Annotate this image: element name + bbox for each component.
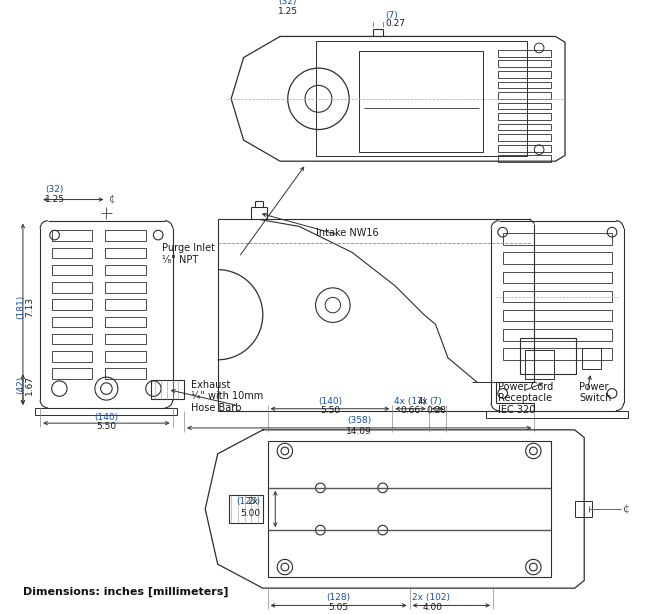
Text: Switch: Switch — [580, 393, 612, 403]
Text: 2x: 2x — [247, 497, 258, 506]
Bar — [503, 290, 612, 302]
Bar — [498, 124, 551, 131]
Bar — [498, 92, 551, 99]
Text: 4x: 4x — [417, 397, 428, 406]
Bar — [105, 265, 145, 275]
Bar — [574, 501, 592, 516]
Text: (127): (127) — [236, 497, 260, 506]
Bar — [498, 155, 551, 162]
Text: (358): (358) — [347, 416, 371, 425]
Text: (32): (32) — [45, 185, 63, 195]
Text: 2x (102): 2x (102) — [411, 593, 449, 602]
Bar — [52, 265, 92, 275]
Bar — [52, 230, 92, 241]
Text: 0.66: 0.66 — [400, 406, 420, 415]
Text: 4.00: 4.00 — [423, 603, 443, 612]
Bar — [503, 329, 612, 341]
Text: 4x (17): 4x (17) — [394, 397, 426, 406]
Bar — [503, 233, 612, 244]
Bar — [498, 134, 551, 141]
Bar — [498, 71, 551, 78]
Text: Power: Power — [580, 382, 609, 392]
Bar — [229, 495, 263, 523]
Bar — [105, 230, 145, 241]
Bar — [503, 348, 612, 360]
Text: Intake NW16: Intake NW16 — [316, 228, 378, 238]
Bar — [498, 60, 551, 67]
Text: (32): (32) — [278, 0, 297, 6]
Text: Dimensions: inches [millimeters]: Dimensions: inches [millimeters] — [23, 586, 228, 597]
Text: 0.28: 0.28 — [427, 406, 447, 415]
Bar — [52, 247, 92, 258]
Text: 1.67: 1.67 — [26, 375, 34, 395]
Text: ¹⁄₄" with 10mm: ¹⁄₄" with 10mm — [191, 391, 263, 402]
Text: (181): (181) — [16, 295, 25, 319]
Bar — [52, 300, 92, 310]
Text: Hose Barb: Hose Barb — [191, 403, 241, 413]
Text: (140): (140) — [318, 397, 342, 406]
Bar — [105, 300, 145, 310]
Text: Exhaust: Exhaust — [191, 379, 230, 390]
Bar — [52, 334, 92, 344]
Bar — [503, 271, 612, 283]
Text: 5.50: 5.50 — [320, 406, 340, 415]
Text: (7): (7) — [430, 397, 442, 406]
Bar — [36, 408, 178, 416]
Bar — [52, 351, 92, 362]
Bar — [498, 103, 551, 109]
Bar — [520, 338, 576, 374]
Text: 5.50: 5.50 — [96, 422, 116, 432]
Bar — [498, 82, 551, 88]
Bar — [268, 441, 551, 577]
Bar — [316, 41, 526, 157]
Text: 1.25: 1.25 — [278, 7, 298, 16]
Bar — [105, 334, 145, 344]
Bar — [498, 50, 551, 56]
Bar — [151, 380, 184, 399]
Text: 5.05: 5.05 — [328, 603, 349, 612]
Text: ¹⁄₈" NPT: ¹⁄₈" NPT — [162, 255, 198, 265]
Bar — [582, 348, 601, 370]
Text: Purge Inlet: Purge Inlet — [162, 243, 215, 252]
Bar — [52, 368, 92, 379]
Text: 7.13: 7.13 — [26, 297, 34, 317]
Bar — [105, 282, 145, 293]
Bar — [486, 411, 628, 418]
Bar — [105, 317, 145, 327]
Text: IEC 320: IEC 320 — [498, 405, 535, 414]
Bar — [524, 350, 553, 379]
Text: (128): (128) — [326, 593, 351, 602]
Text: 1.25: 1.25 — [45, 195, 65, 204]
Bar — [498, 113, 551, 120]
Text: Receptacle: Receptacle — [498, 393, 552, 403]
Text: (140): (140) — [94, 413, 118, 422]
Bar — [503, 252, 612, 264]
Bar — [52, 317, 92, 327]
Text: Power Cord: Power Cord — [498, 382, 553, 392]
Text: 14.09: 14.09 — [346, 427, 372, 437]
Bar — [359, 51, 484, 152]
Bar — [105, 247, 145, 258]
Text: ¢: ¢ — [622, 504, 630, 514]
Bar — [52, 282, 92, 293]
Text: (42): (42) — [16, 376, 25, 394]
Text: 5.00: 5.00 — [240, 509, 260, 518]
Text: (7): (7) — [386, 11, 398, 20]
Bar — [105, 368, 145, 379]
Text: ¢: ¢ — [109, 195, 114, 204]
Bar — [105, 351, 145, 362]
Text: 0.27: 0.27 — [386, 20, 405, 28]
Bar — [503, 310, 612, 321]
Bar — [498, 145, 551, 152]
